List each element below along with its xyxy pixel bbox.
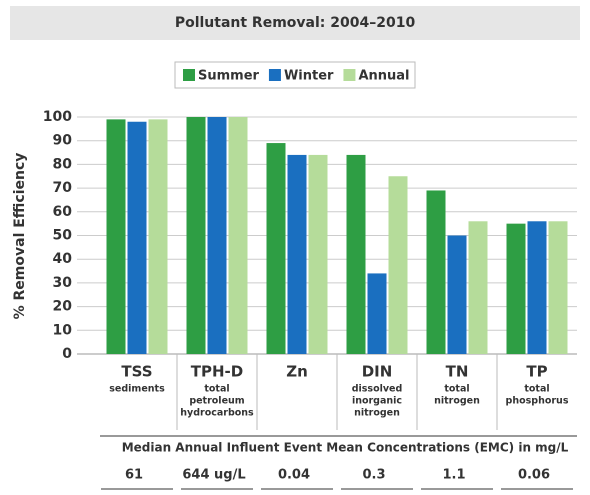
bar: [447, 235, 467, 354]
y-tick-label: 20: [53, 299, 73, 315]
y-tick-label: 80: [53, 156, 73, 172]
bar: [527, 221, 547, 354]
bar: [207, 117, 227, 354]
bar: [506, 223, 526, 354]
bar: [308, 154, 328, 354]
bar: [367, 273, 387, 354]
x-tick-sublabel: total: [524, 384, 549, 395]
bar: [468, 221, 488, 354]
chart-title: Pollutant Removal: 2004–2010: [175, 15, 416, 31]
legend-label: Winter: [284, 69, 334, 84]
legend-box: [174, 61, 416, 89]
table-value: 61: [125, 468, 143, 483]
x-tick-sublabel: total: [204, 384, 229, 395]
legend-label: Annual: [358, 69, 409, 84]
y-tick-label: 0: [62, 346, 72, 362]
bar: [186, 117, 206, 354]
y-tick-label: 70: [53, 180, 73, 196]
bar: [346, 154, 366, 354]
bar: [266, 143, 286, 354]
legend-swatch: [343, 69, 356, 81]
y-tick-label: 50: [53, 228, 73, 244]
bar: [148, 119, 168, 355]
legend-label: Summer: [198, 69, 260, 84]
x-tick-label: TP: [526, 363, 547, 381]
legend-swatch: [183, 69, 195, 81]
legend-swatch: [268, 69, 281, 81]
x-tick-sublabel: inorganic: [352, 396, 402, 407]
x-tick-label: TN: [446, 363, 469, 381]
table-value: 1.1: [442, 468, 465, 483]
bar: [106, 119, 126, 355]
y-tick-label: 60: [53, 204, 73, 220]
bar: [127, 121, 147, 355]
x-tick-label: Zn: [286, 363, 308, 381]
y-tick-label: 10: [53, 322, 73, 338]
title-band: [10, 6, 580, 40]
y-tick-label: 40: [53, 251, 73, 267]
x-tick-sublabel: phosphorus: [506, 396, 569, 407]
y-axis-label: % Removal Efficiency: [12, 153, 28, 320]
table-value: 644 ug/L: [182, 468, 245, 483]
x-tick-label: TPH-D: [191, 363, 243, 381]
x-tick-label: DIN: [362, 363, 393, 381]
bar: [388, 176, 408, 354]
x-tick-label: TSS: [121, 363, 152, 381]
bar: [287, 154, 307, 354]
y-tick-label: 100: [43, 109, 72, 125]
table-value: 0.06: [518, 468, 550, 483]
x-tick-sublabel: nitrogen: [354, 408, 400, 419]
x-tick-sublabel: nitrogen: [434, 396, 480, 407]
table-title: Median Annual Influent Event Mean Concen…: [122, 441, 569, 455]
x-tick-sublabel: total: [444, 384, 469, 395]
x-tick-sublabel: petroleum: [189, 396, 244, 407]
x-tick-sublabel: hydrocarbons: [180, 408, 254, 419]
y-tick-label: 30: [53, 275, 73, 291]
table-value: 0.3: [362, 468, 385, 483]
bar: [228, 117, 248, 354]
bar: [426, 190, 446, 354]
x-tick-sublabel: dissolved: [352, 384, 403, 395]
x-tick-sublabel: sediments: [109, 384, 165, 395]
table-value: 0.04: [278, 468, 310, 483]
bar: [548, 221, 568, 354]
y-tick-label: 90: [53, 133, 73, 149]
